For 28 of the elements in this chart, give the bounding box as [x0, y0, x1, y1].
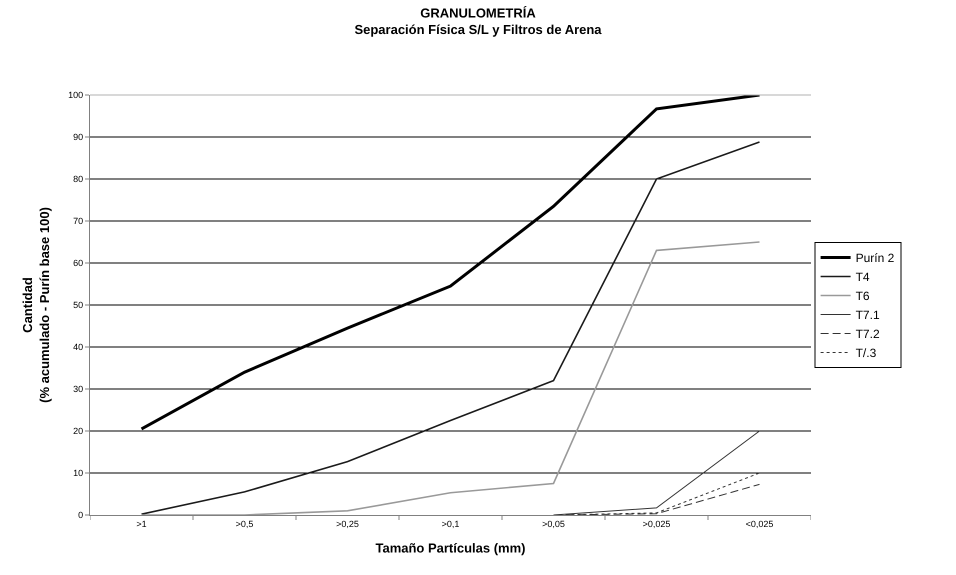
- y-axis-title: Cantidad (% acumulado - Purín base 100): [20, 207, 52, 403]
- legend-label: T7.2: [856, 327, 880, 342]
- y-tick-label: 50: [73, 300, 84, 310]
- y-tick-label: 0: [78, 510, 84, 520]
- y-tick-label: 10: [73, 468, 84, 478]
- chart-title: GRANULOMETRÍA: [420, 5, 536, 20]
- y-tick-label: 90: [73, 132, 84, 142]
- chart-subtitle: Separación Física S/L y Filtros de Arena: [354, 22, 602, 38]
- y-tick-label: 80: [73, 174, 84, 184]
- legend-label: T7.1: [856, 308, 880, 322]
- x-tick-label: >0,05: [542, 518, 565, 529]
- legend-label: Purín 2: [856, 251, 895, 266]
- y-tick-label: 70: [73, 216, 84, 226]
- y-tick-label: 20: [73, 426, 84, 436]
- x-tick-label: >0,1: [442, 518, 460, 529]
- x-tick-label: >0,5: [236, 518, 254, 529]
- legend-label: T6: [856, 289, 870, 304]
- y-tick-label: 60: [73, 258, 84, 268]
- y-tick-label: 40: [73, 342, 84, 352]
- x-tick-label: >0,25: [336, 518, 359, 529]
- legend-label: T/.3: [856, 346, 877, 360]
- x-tick-label: >0,025: [642, 518, 670, 529]
- legend-label: T4: [856, 270, 870, 284]
- x-axis-title: Tamaño Partículas (mm): [375, 540, 526, 556]
- x-tick-label: >1: [136, 518, 147, 529]
- y-tick-label: 30: [73, 384, 84, 394]
- x-tick-label: <0,025: [746, 518, 774, 529]
- y-tick-label: 100: [68, 90, 84, 100]
